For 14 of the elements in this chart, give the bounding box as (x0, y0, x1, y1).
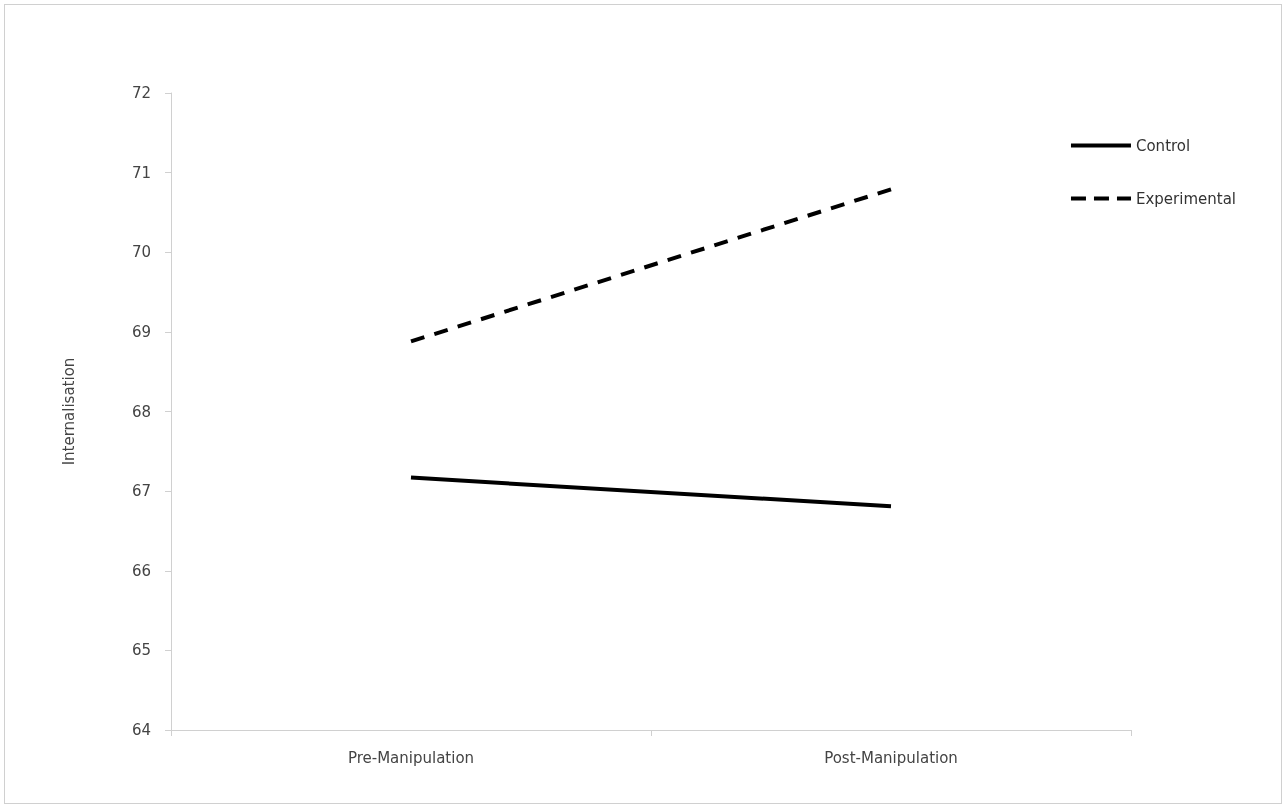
y-tick-label: 66 (131, 561, 151, 580)
x-tick-label: Pre-Manipulation (347, 748, 475, 767)
y-tick-label: 70 (131, 243, 151, 262)
legend-label: Control (1135, 136, 1191, 155)
y-tick-label: 64 (131, 721, 151, 739)
y-tick-label: 68 (131, 402, 151, 421)
y-tick-label: 71 (131, 163, 151, 182)
y-axis-title: Internalisation (59, 357, 78, 466)
y-tick-label: 69 (131, 322, 151, 341)
x-tick-label: Post-Manipulation (824, 748, 958, 767)
y-tick-label: 65 (131, 641, 151, 660)
y-tick-label: 72 (131, 84, 151, 102)
legend-label: Experimental (1135, 189, 1236, 208)
y-tick-label: 67 (131, 482, 151, 501)
